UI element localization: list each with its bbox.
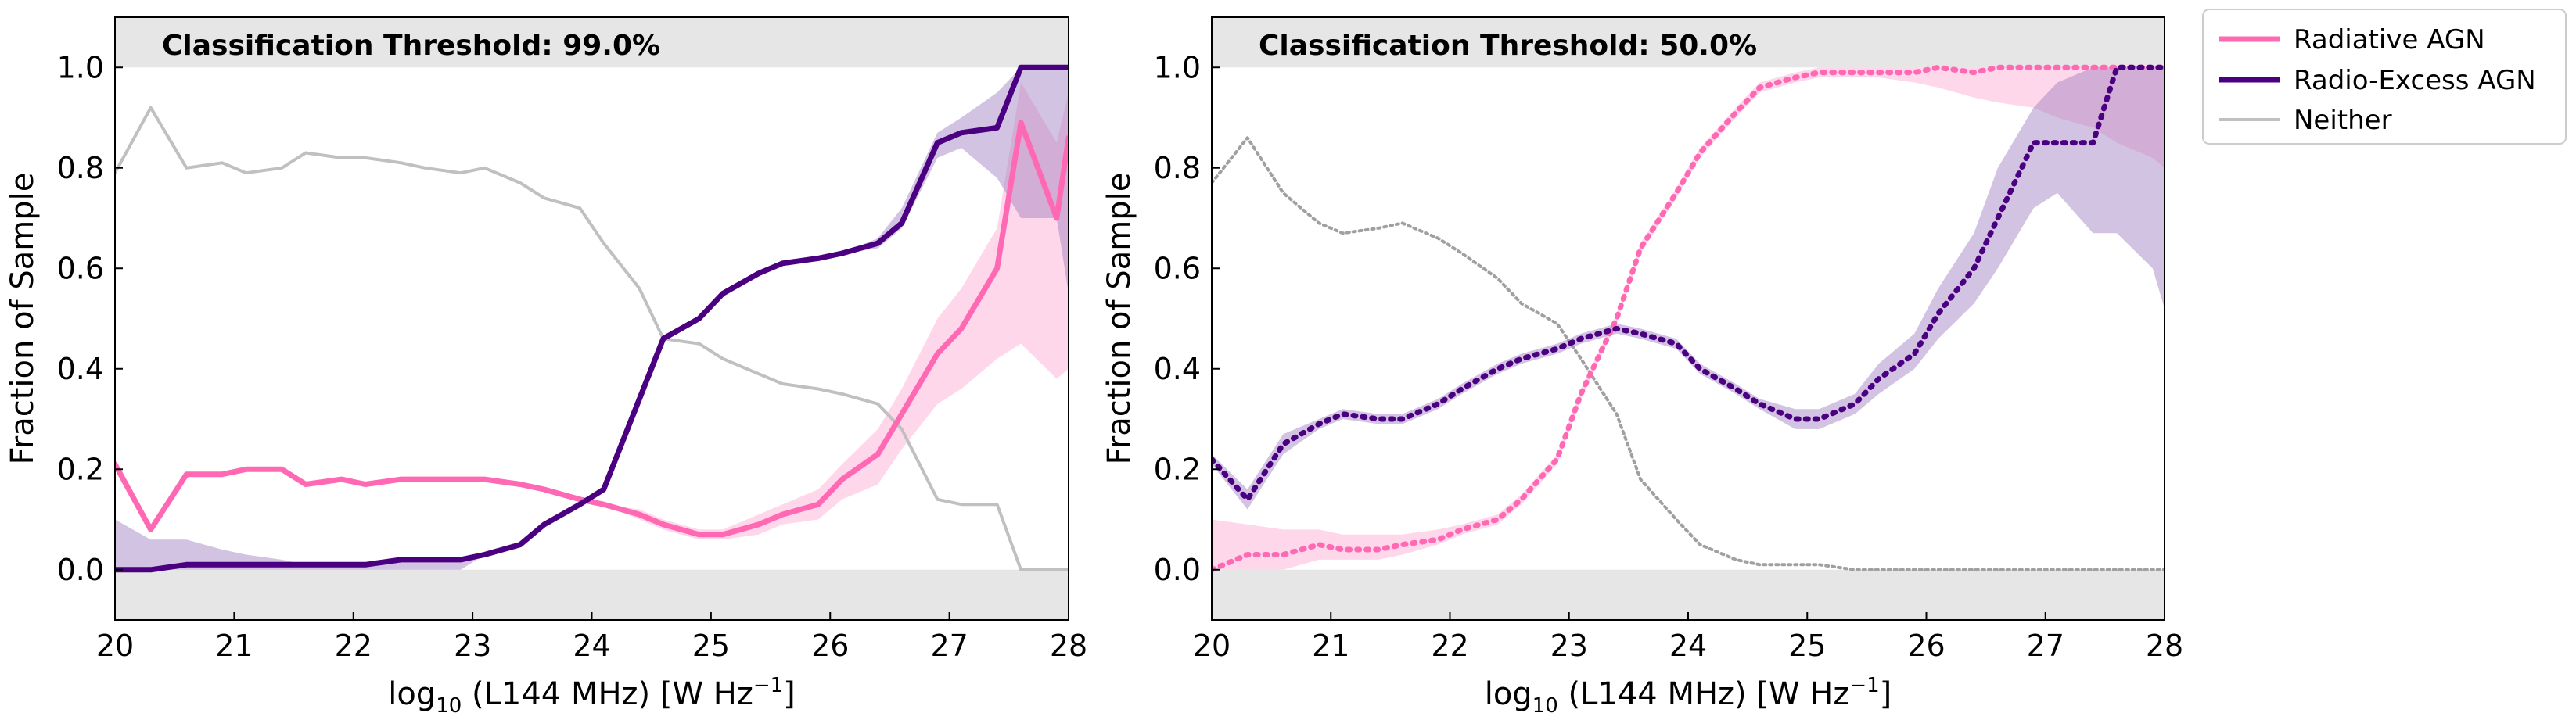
y-tick-label: 1.0 bbox=[57, 50, 104, 84]
x-tick-label: 20 bbox=[1193, 629, 1231, 663]
x-tick-label: 25 bbox=[1788, 629, 1826, 663]
shade-below-zero bbox=[1212, 569, 2165, 620]
y-tick-label: 0.6 bbox=[1154, 251, 1201, 285]
panel-title: Classification Threshold: 99.0% bbox=[162, 30, 660, 62]
x-tick-label: 20 bbox=[96, 629, 134, 663]
x-tick-label: 22 bbox=[1431, 629, 1468, 663]
legend: Radiative AGN Radio-Excess AGN Neither bbox=[2202, 9, 2567, 145]
y-tick-label: 0.6 bbox=[57, 251, 104, 285]
y-tick-label: 0.4 bbox=[57, 352, 104, 386]
y-tick-label: 0.2 bbox=[57, 452, 104, 486]
x-axis-label: log10 (L144 MHz) [W Hz−1] bbox=[1485, 674, 1892, 718]
x-tick-label: 26 bbox=[1907, 629, 1945, 663]
legend-radio-excess-label: Radio-Excess AGN bbox=[2294, 65, 2536, 96]
x-tick-label: 28 bbox=[1050, 629, 1087, 663]
y-tick-label: 0.2 bbox=[1154, 452, 1201, 486]
y-tick-label: 0.8 bbox=[1154, 151, 1201, 185]
plot-content bbox=[115, 64, 1069, 573]
y-tick-label: 0.0 bbox=[1154, 553, 1201, 587]
x-axis-label: log10 (L144 MHz) [W Hz−1] bbox=[388, 674, 796, 718]
x-tick-label: 21 bbox=[215, 629, 253, 663]
y-tick-label: 1.0 bbox=[1154, 50, 1201, 84]
y-tick-label: 0.0 bbox=[57, 553, 104, 587]
x-tick-label: 25 bbox=[692, 629, 730, 663]
y-axis-label: Fraction of Sample bbox=[5, 173, 41, 465]
radiative-uncertainty-band bbox=[1212, 67, 2165, 570]
radio-excess-uncertainty-band bbox=[115, 67, 1069, 570]
x-tick-label: 21 bbox=[1312, 629, 1349, 663]
x-tick-label: 22 bbox=[335, 629, 372, 663]
panel-threshold-50: 20 21 22 23 24 25 26 27 28 0.0 0.2 0.4 0.6 0.8 1.0 Clas… bbox=[1101, 16, 2183, 718]
plot-area bbox=[115, 17, 1069, 620]
radio-excess-uncertainty-band bbox=[1212, 67, 2165, 510]
x-tick-label: 24 bbox=[1669, 629, 1707, 663]
panel-threshold-99: 20 21 22 23 24 25 26 27 28 0.0 0.2 0.4 0.6 0.8 1.0 Clas… bbox=[5, 16, 1087, 718]
shade-below-zero bbox=[115, 569, 1069, 620]
x-tick-label: 27 bbox=[930, 629, 968, 663]
plot-area bbox=[1212, 17, 2165, 620]
shade-above-one bbox=[1212, 17, 2165, 68]
x-tick-label: 24 bbox=[573, 629, 610, 663]
x-tick-label: 23 bbox=[1550, 629, 1588, 663]
x-tick-label: 26 bbox=[811, 629, 849, 663]
x-tick-label: 23 bbox=[454, 629, 491, 663]
y-axis-label: Fraction of Sample bbox=[1101, 173, 1137, 465]
x-tick-label: 27 bbox=[2027, 629, 2064, 663]
x-tick-label: 28 bbox=[2146, 629, 2183, 663]
panel-title: Classification Threshold: 50.0% bbox=[1259, 30, 1757, 62]
shade-above-one bbox=[115, 17, 1069, 68]
plot-content bbox=[1212, 64, 2165, 573]
legend-frame bbox=[2202, 9, 2567, 145]
y-tick-label: 0.8 bbox=[57, 151, 104, 185]
radiative-line bbox=[1212, 64, 2165, 573]
legend-neither-label: Neither bbox=[2294, 105, 2392, 136]
y-tick-label: 0.4 bbox=[1154, 352, 1201, 386]
legend-radiative-label: Radiative AGN bbox=[2294, 24, 2485, 56]
